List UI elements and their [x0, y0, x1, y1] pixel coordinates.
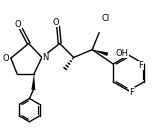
Text: F: F [130, 88, 135, 97]
Text: O: O [3, 54, 9, 63]
Text: OH: OH [116, 49, 129, 58]
Text: O: O [52, 18, 59, 27]
Text: Cl: Cl [102, 14, 110, 23]
Polygon shape [92, 50, 108, 56]
Polygon shape [31, 74, 35, 90]
Text: N: N [42, 53, 49, 62]
Text: F: F [138, 61, 143, 70]
Text: O: O [15, 20, 21, 29]
